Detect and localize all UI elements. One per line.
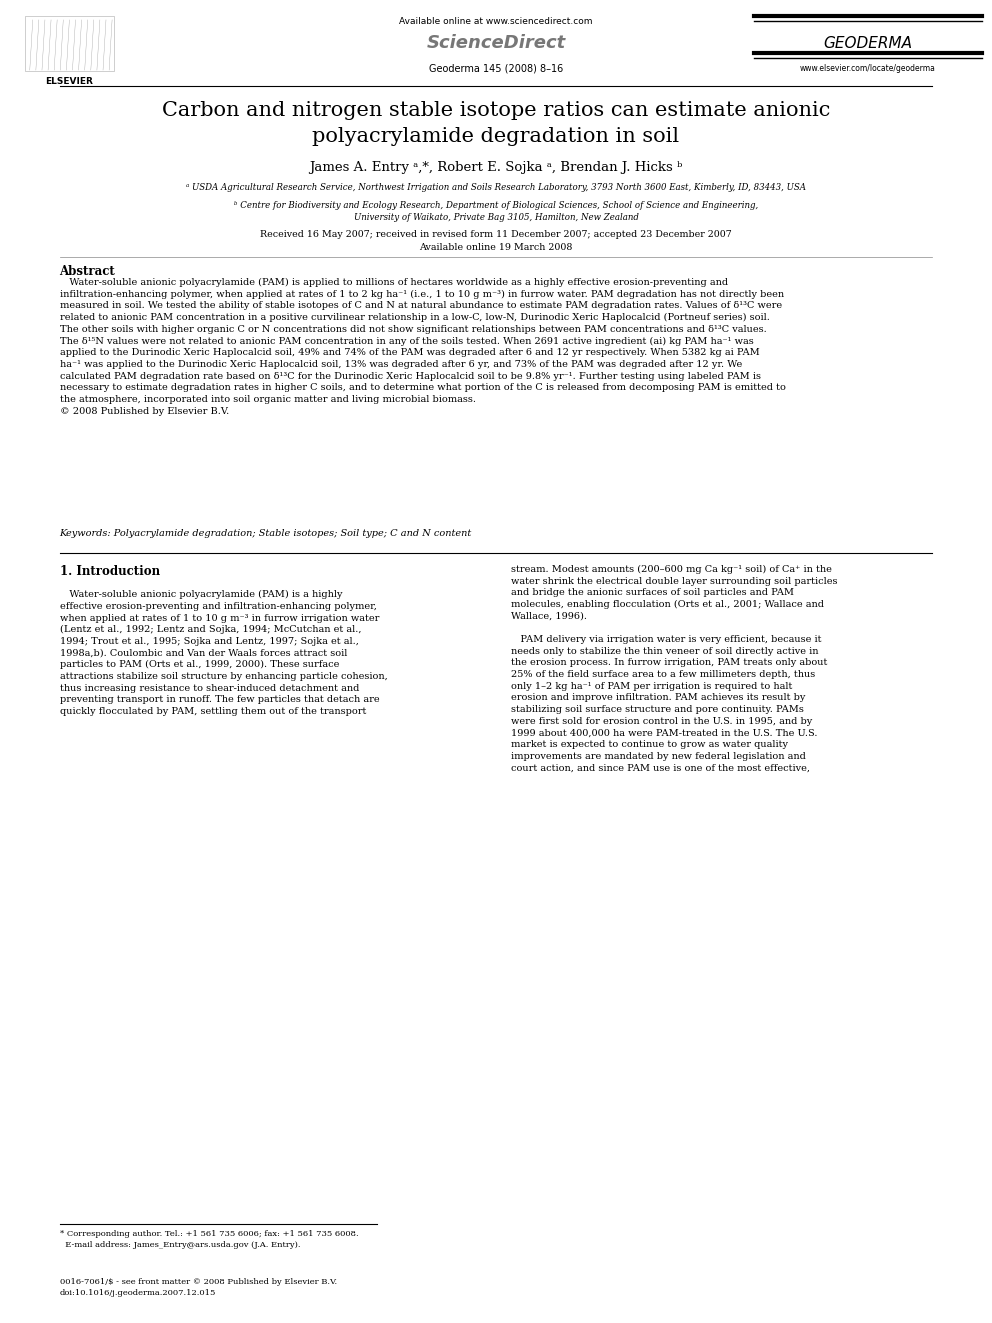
Text: 1. Introduction: 1. Introduction: [60, 565, 160, 578]
Text: 0016-7061/$ - see front matter © 2008 Published by Elsevier B.V.
doi:10.1016/j.g: 0016-7061/$ - see front matter © 2008 Pu…: [60, 1278, 336, 1297]
Text: www.elsevier.com/locate/geoderma: www.elsevier.com/locate/geoderma: [801, 64, 935, 73]
Text: Water-soluble anionic polyacrylamide (PAM) is applied to millions of hectares wo: Water-soluble anionic polyacrylamide (PA…: [60, 278, 786, 415]
Text: * Corresponding author. Tel.: +1 561 735 6006; fax: +1 561 735 6008.
  E-mail ad: * Corresponding author. Tel.: +1 561 735…: [60, 1230, 358, 1249]
Text: ScienceDirect: ScienceDirect: [427, 34, 565, 53]
Text: Abstract: Abstract: [60, 265, 115, 278]
Text: ᵃ USDA Agricultural Research Service, Northwest Irrigation and Soils Research La: ᵃ USDA Agricultural Research Service, No…: [186, 183, 806, 192]
Text: Available online 19 March 2008: Available online 19 March 2008: [420, 243, 572, 253]
Text: Water-soluble anionic polyacrylamide (PAM) is a highly
effective erosion-prevent: Water-soluble anionic polyacrylamide (PA…: [60, 590, 387, 716]
Text: Geoderma 145 (2008) 8–16: Geoderma 145 (2008) 8–16: [429, 64, 563, 74]
Text: stream. Modest amounts (200–600 mg Ca kg⁻¹ soil) of Ca⁺ in the
water shrink the : stream. Modest amounts (200–600 mg Ca kg…: [511, 565, 837, 773]
Text: GEODERMA: GEODERMA: [823, 36, 913, 50]
Text: Available online at www.sciencedirect.com: Available online at www.sciencedirect.co…: [399, 17, 593, 26]
Text: Carbon and nitrogen stable isotope ratios can estimate anionic
polyacrylamide de: Carbon and nitrogen stable isotope ratio…: [162, 101, 830, 146]
Text: ᵇ Centre for Biodiversity and Ecology Research, Department of Biological Science: ᵇ Centre for Biodiversity and Ecology Re…: [234, 201, 758, 222]
Text: James A. Entry ᵃ,*, Robert E. Sojka ᵃ, Brendan J. Hicks ᵇ: James A. Entry ᵃ,*, Robert E. Sojka ᵃ, B…: [310, 161, 682, 175]
Text: Keywords: Polyacrylamide degradation; Stable isotopes; Soil type; C and N conten: Keywords: Polyacrylamide degradation; St…: [60, 529, 472, 538]
Text: ELSEVIER: ELSEVIER: [46, 77, 93, 86]
Text: Received 16 May 2007; received in revised form 11 December 2007; accepted 23 Dec: Received 16 May 2007; received in revise…: [260, 230, 732, 239]
